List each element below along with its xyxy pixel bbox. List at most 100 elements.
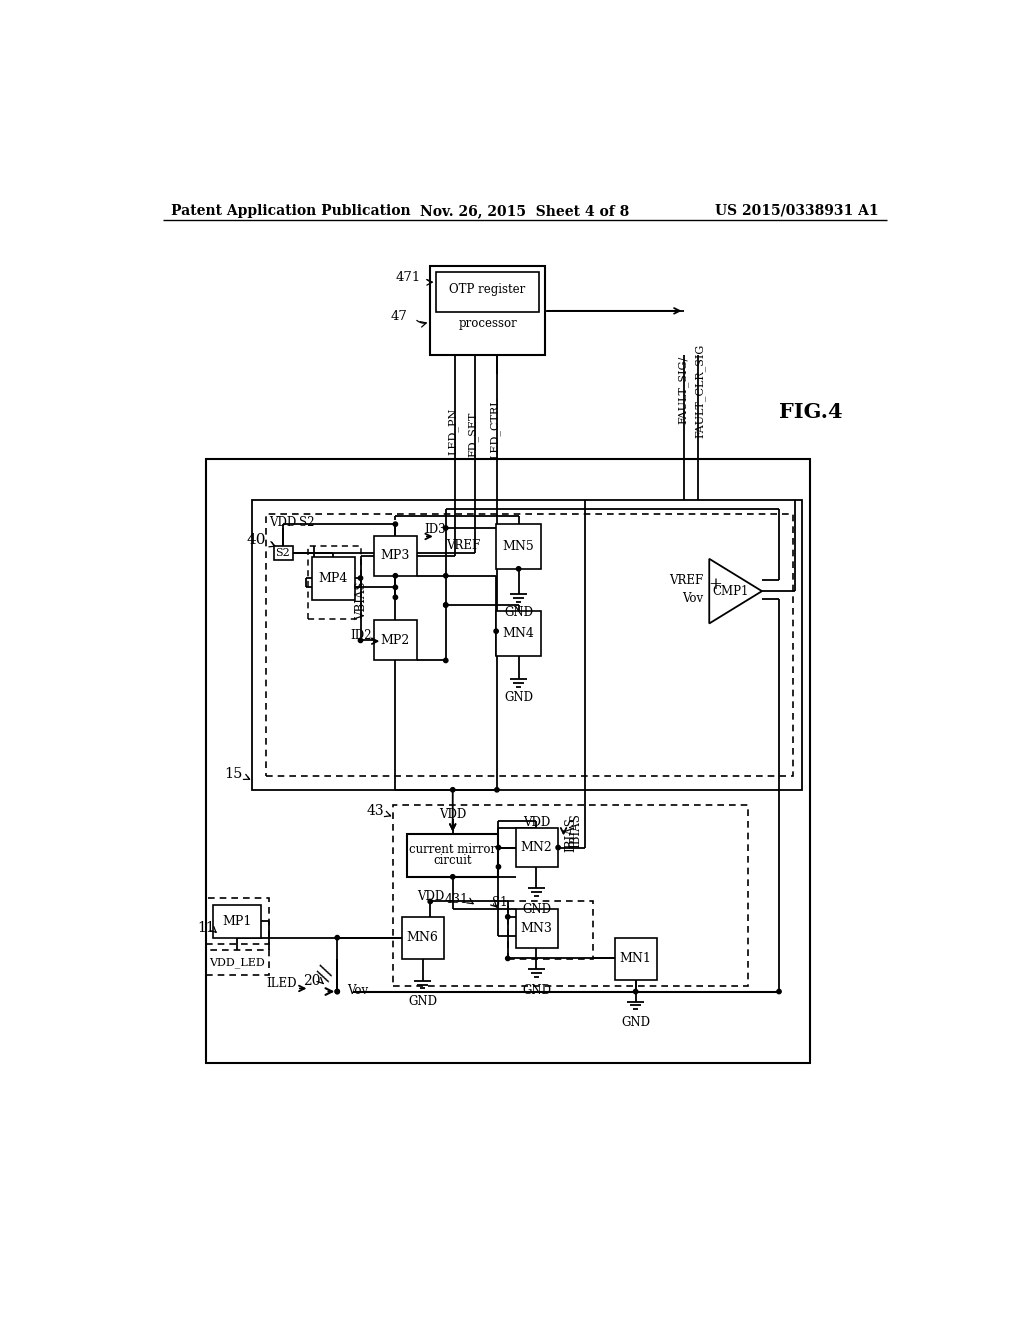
Bar (206, 459, 810, 1063)
Text: VDD: VDD (523, 816, 550, 829)
Text: Nov. 26, 2015  Sheet 4 of 8: Nov. 26, 2015 Sheet 4 of 8 (420, 203, 630, 218)
Bar (266, 515, 793, 776)
Bar (375, 536, 417, 576)
Text: US 2015/0338931 A1: US 2015/0338931 A1 (716, 203, 879, 218)
Circle shape (495, 788, 499, 792)
Text: 431: 431 (445, 892, 469, 906)
Bar (407, 834, 499, 876)
Text: LED_PN: LED_PN (447, 408, 458, 455)
Text: 11: 11 (197, 921, 215, 936)
Text: Patent Application Publication: Patent Application Publication (171, 203, 411, 218)
Circle shape (777, 990, 781, 994)
Text: VDD: VDD (439, 808, 466, 821)
Circle shape (428, 899, 432, 904)
Text: FD_SET: FD_SET (468, 412, 478, 457)
Text: VDD: VDD (417, 890, 443, 903)
Text: FAULT_CLR_SIG: FAULT_CLR_SIG (694, 343, 706, 438)
Bar (496, 611, 541, 656)
Bar (273, 545, 293, 560)
Circle shape (443, 574, 447, 578)
Text: FIG.4: FIG.4 (779, 403, 843, 422)
Bar (430, 267, 545, 355)
Circle shape (335, 936, 339, 940)
Circle shape (358, 576, 362, 581)
Text: MN1: MN1 (620, 952, 651, 965)
Bar (252, 499, 802, 789)
Text: 47: 47 (390, 310, 407, 323)
Text: GND: GND (522, 903, 551, 916)
Text: VBIAS: VBIAS (355, 582, 369, 620)
Circle shape (497, 865, 501, 869)
Text: circuit: circuit (433, 854, 472, 867)
Text: 40: 40 (247, 532, 266, 546)
Bar (496, 524, 541, 569)
Circle shape (494, 630, 499, 634)
Circle shape (516, 566, 521, 572)
Text: VREF: VREF (669, 574, 703, 587)
Circle shape (497, 845, 501, 850)
Text: S2: S2 (275, 548, 291, 557)
Text: processor: processor (458, 317, 517, 330)
Bar (515, 909, 558, 948)
Text: IBIAS: IBIAS (569, 813, 583, 847)
Text: Vov: Vov (347, 983, 369, 997)
Circle shape (393, 521, 397, 527)
Text: ID3: ID3 (424, 523, 445, 536)
Text: GND: GND (522, 983, 551, 997)
Bar (308, 545, 360, 619)
Text: VREF: VREF (445, 539, 480, 552)
Bar (206, 898, 269, 944)
Circle shape (556, 845, 560, 850)
Text: S1: S1 (493, 896, 508, 909)
Text: //: // (314, 964, 337, 983)
Text: OTP register: OTP register (450, 282, 525, 296)
Text: 471: 471 (395, 271, 421, 284)
Circle shape (451, 788, 455, 792)
Text: 20: 20 (303, 974, 321, 987)
Text: MN5: MN5 (503, 540, 535, 553)
Text: MN2: MN2 (520, 841, 552, 854)
Circle shape (393, 574, 397, 578)
Text: Vov: Vov (682, 593, 703, 606)
Circle shape (393, 595, 397, 599)
Circle shape (506, 956, 510, 961)
Circle shape (358, 639, 362, 643)
Circle shape (634, 990, 638, 994)
Circle shape (443, 659, 447, 663)
Text: 43: 43 (367, 804, 384, 818)
Bar (312, 557, 355, 599)
Text: MP3: MP3 (381, 549, 410, 562)
Circle shape (335, 990, 339, 994)
Text: VDD_LED: VDD_LED (209, 957, 265, 968)
Circle shape (335, 990, 339, 994)
Text: MN3: MN3 (520, 921, 552, 935)
Text: IBIAS: IBIAS (565, 817, 578, 851)
Circle shape (443, 603, 447, 607)
Bar (614, 937, 657, 979)
Bar (393, 805, 748, 986)
Bar (508, 902, 593, 960)
Bar (213, 906, 261, 937)
Bar (436, 272, 539, 313)
Text: S2: S2 (299, 516, 314, 529)
Text: ID2: ID2 (350, 630, 372, 643)
Bar (401, 917, 444, 960)
Circle shape (506, 915, 510, 919)
Text: ILED: ILED (266, 977, 297, 990)
Text: LED_CTRL: LED_CTRL (489, 397, 500, 458)
Text: CMP1: CMP1 (713, 585, 750, 598)
Text: MP2: MP2 (381, 634, 410, 647)
Bar (515, 829, 558, 867)
Bar (206, 950, 269, 974)
Bar (375, 620, 417, 660)
Text: MP4: MP4 (318, 572, 348, 585)
Text: FAULT_SIG/: FAULT_SIG/ (678, 355, 688, 424)
Text: MN4: MN4 (503, 627, 535, 640)
Circle shape (451, 875, 455, 879)
Circle shape (443, 525, 447, 531)
Text: GND: GND (622, 1016, 650, 1028)
Text: 15: 15 (224, 767, 243, 781)
Text: GND: GND (408, 995, 437, 1008)
Text: GND: GND (504, 606, 534, 619)
Text: +: + (709, 576, 722, 593)
